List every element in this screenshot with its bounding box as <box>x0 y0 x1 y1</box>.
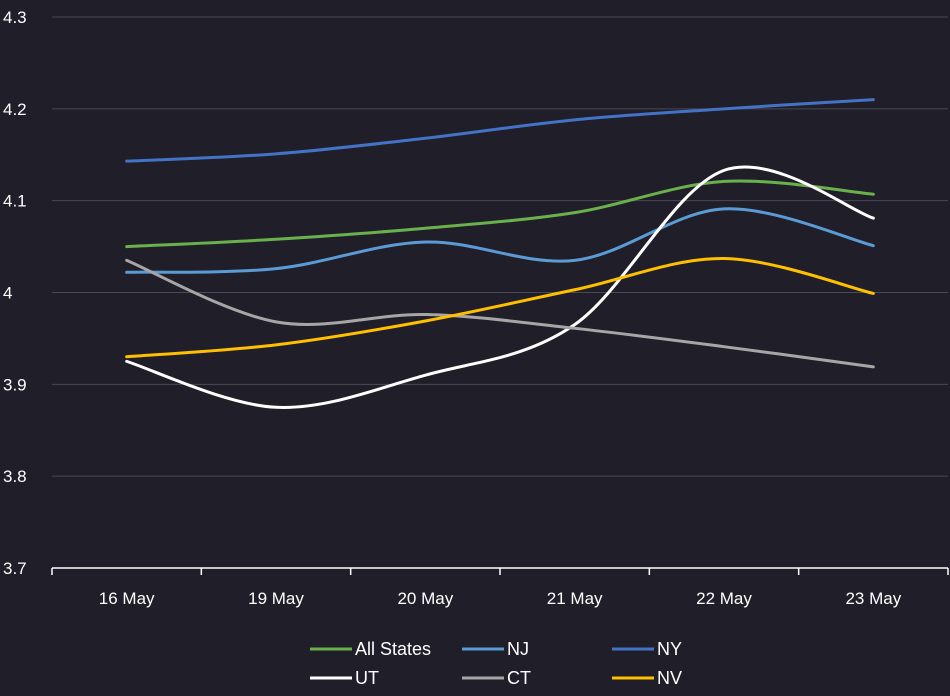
grid-lines <box>52 16 948 477</box>
legend-label-ct: CT <box>507 668 531 688</box>
x-tick-label: 21 May <box>547 589 603 608</box>
x-tick-label: 20 May <box>397 589 453 608</box>
legend: All States NJ NY UT CT NV <box>310 639 682 688</box>
y-tick-label: 3.9 <box>3 375 27 394</box>
legend-label-nv: NV <box>657 668 682 688</box>
series-line-ny <box>125 98 875 163</box>
x-tick-label: 23 May <box>845 589 901 608</box>
x-tick-label: 19 May <box>248 589 304 608</box>
y-tick-label: 3.7 <box>3 559 27 578</box>
legend-label-ny: NY <box>657 639 682 659</box>
x-axis-labels: 16 May 19 May 20 May 21 May 22 May 23 May <box>99 589 902 608</box>
y-tick-label: 4.2 <box>3 100 27 119</box>
series-line-ct <box>125 258 875 369</box>
legend-label-nj: NJ <box>507 639 529 659</box>
series-line-ut <box>125 165 875 409</box>
series-lines <box>125 98 875 409</box>
legend-label-all-states: All States <box>355 639 431 659</box>
y-tick-label: 4.3 <box>3 8 27 27</box>
x-tick-label: 16 May <box>99 589 155 608</box>
y-axis-labels: 3.7 3.8 3.9 4 4.1 4.2 4.3 <box>3 8 27 578</box>
x-axis <box>51 567 949 575</box>
y-tick-label: 4.1 <box>3 192 27 211</box>
y-tick-label: 4 <box>3 284 12 303</box>
series-line-nv <box>125 257 875 359</box>
legend-label-ut: UT <box>355 668 379 688</box>
series-line-all-states <box>125 179 875 249</box>
x-tick-label: 22 May <box>696 589 752 608</box>
series-line-nj <box>125 207 875 274</box>
y-tick-label: 3.8 <box>3 467 27 486</box>
